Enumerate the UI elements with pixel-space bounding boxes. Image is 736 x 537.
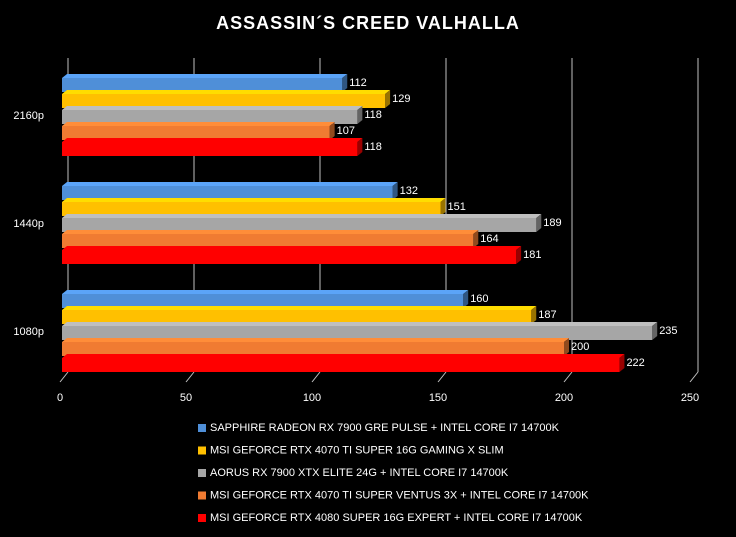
legend-marker (198, 469, 206, 477)
legend-label: AORUS RX 7900 XTX ELITE 24G + INTEL CORE… (210, 467, 509, 479)
bar (62, 78, 343, 92)
legend-label: MSI GEFORCE RTX 4080 SUPER 16G EXPERT + … (210, 512, 583, 524)
bar (62, 94, 386, 108)
bar-side (564, 338, 569, 356)
bar-side (619, 354, 625, 372)
bar-side (473, 230, 479, 248)
bar-side (516, 246, 522, 264)
bar-top (62, 198, 446, 202)
bar (62, 342, 564, 356)
bar-top (62, 338, 569, 342)
legend-marker (198, 514, 206, 522)
x-tick-label: 0 (57, 392, 63, 404)
legend-label: MSI GEFORCE RTX 4070 TI SUPER VENTUS 3X … (210, 489, 589, 501)
value-label: 164 (480, 233, 498, 245)
legend-marker (198, 446, 206, 455)
value-label: 118 (364, 141, 382, 153)
grid-line (59, 371, 69, 383)
value-label: 107 (337, 125, 355, 137)
grid-line (563, 371, 573, 383)
y-tick-label: 1440p (13, 218, 44, 230)
value-label: 181 (523, 249, 541, 261)
grid-line (437, 371, 447, 383)
bar (62, 358, 620, 372)
bar (62, 142, 358, 156)
x-tick-label: 150 (429, 392, 447, 404)
value-label: 222 (626, 357, 644, 369)
bar-side (357, 106, 363, 124)
bar-side (440, 198, 446, 216)
bar (62, 110, 358, 124)
grid-line (311, 371, 321, 383)
legend-label: MSI GEFORCE RTX 4070 TI SUPER 16G GAMING… (210, 444, 504, 456)
bar-side (392, 182, 398, 200)
x-tick-label: 100 (303, 392, 321, 404)
bar-top (62, 182, 398, 186)
legend-label: SAPPHIRE RADEON RX 7900 GRE PULSE + INTE… (210, 422, 560, 434)
bar-top (62, 306, 537, 310)
bar-top (62, 138, 363, 142)
bar (62, 126, 330, 140)
bar-side (652, 322, 658, 340)
value-label: 200 (571, 341, 589, 353)
bar-top (62, 322, 658, 326)
bar (62, 294, 464, 308)
bar (62, 310, 532, 324)
value-label: 118 (364, 109, 382, 121)
bar-side (357, 138, 363, 156)
bar (62, 250, 517, 264)
value-label: 187 (538, 309, 556, 321)
legend-marker (198, 424, 206, 432)
x-tick-label: 50 (180, 392, 192, 404)
y-tick-label: 1080p (13, 326, 44, 338)
x-tick-label: 200 (555, 392, 573, 404)
value-label: 160 (470, 293, 488, 305)
bar-top (62, 122, 335, 126)
value-label: 235 (659, 325, 677, 337)
value-label: 112 (349, 77, 367, 89)
bar-side (536, 214, 542, 232)
bar-top (62, 74, 348, 78)
bar-top (62, 214, 542, 218)
bar-top (62, 246, 522, 250)
bar-side (463, 290, 469, 308)
legend-marker (198, 491, 206, 500)
x-tick-label: 250 (681, 392, 699, 404)
bar-top (62, 106, 363, 110)
chart-title: ASSASSIN´S CREED VALHALLA (216, 13, 520, 33)
bar-top (62, 354, 625, 358)
bar-side (385, 90, 391, 108)
bar (62, 202, 441, 216)
bar (62, 326, 653, 340)
grid-line (185, 371, 195, 383)
value-label: 189 (543, 217, 561, 229)
bar-side (531, 306, 537, 324)
bar-top (62, 90, 391, 94)
bar-top (62, 230, 479, 234)
value-label: 129 (392, 93, 410, 105)
y-tick-label: 2160p (13, 110, 44, 122)
value-label: 132 (400, 185, 418, 197)
grid-line (689, 371, 699, 383)
bar (62, 218, 537, 232)
value-label: 151 (448, 201, 466, 213)
bar-side (329, 122, 335, 140)
bar (62, 234, 474, 248)
bar-side (342, 74, 348, 92)
bar (62, 186, 393, 200)
bar-top (62, 290, 469, 294)
